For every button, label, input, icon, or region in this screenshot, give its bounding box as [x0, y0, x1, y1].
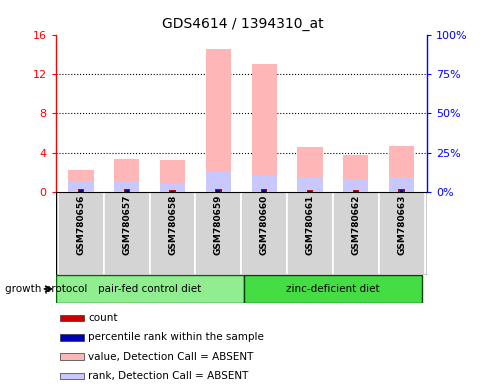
- Bar: [306, 190, 313, 192]
- Bar: [114, 182, 139, 192]
- Text: GSM780663: GSM780663: [396, 194, 405, 255]
- Bar: [169, 190, 175, 192]
- Bar: [287, 192, 332, 275]
- Bar: [56, 275, 243, 303]
- Bar: [150, 192, 195, 275]
- Text: GSM780656: GSM780656: [76, 194, 85, 255]
- Bar: [343, 180, 368, 192]
- Bar: [260, 189, 267, 192]
- Bar: [262, 190, 266, 192]
- Bar: [307, 190, 311, 192]
- Bar: [388, 146, 413, 192]
- Text: zinc-deficient diet: zinc-deficient diet: [286, 284, 379, 294]
- Bar: [123, 189, 130, 192]
- Text: GDS4614 / 1394310_at: GDS4614 / 1394310_at: [161, 17, 323, 31]
- Bar: [399, 190, 403, 192]
- Bar: [205, 172, 230, 192]
- Bar: [114, 159, 139, 192]
- Bar: [160, 159, 185, 192]
- Bar: [60, 373, 83, 379]
- Text: rank, Detection Call = ABSENT: rank, Detection Call = ABSENT: [88, 371, 248, 381]
- Bar: [124, 190, 128, 192]
- Bar: [398, 189, 404, 192]
- Bar: [160, 184, 185, 192]
- Text: GSM780661: GSM780661: [305, 194, 314, 255]
- Bar: [378, 192, 424, 275]
- Bar: [343, 155, 368, 192]
- Bar: [353, 190, 357, 192]
- Text: GSM780657: GSM780657: [122, 194, 131, 255]
- Bar: [68, 182, 93, 192]
- Text: percentile rank within the sample: percentile rank within the sample: [88, 333, 263, 343]
- Text: value, Detection Call = ABSENT: value, Detection Call = ABSENT: [88, 352, 253, 362]
- Bar: [170, 191, 174, 192]
- Bar: [195, 192, 241, 275]
- Bar: [297, 147, 322, 192]
- Text: GSM780658: GSM780658: [168, 194, 177, 255]
- Bar: [388, 177, 413, 192]
- Bar: [215, 189, 221, 192]
- Bar: [60, 354, 83, 360]
- Bar: [79, 190, 83, 192]
- Text: GSM780662: GSM780662: [350, 194, 360, 255]
- Bar: [243, 275, 422, 303]
- Bar: [60, 315, 83, 321]
- Text: growth protocol: growth protocol: [5, 284, 87, 294]
- Bar: [77, 189, 84, 192]
- Bar: [216, 190, 220, 192]
- Bar: [205, 49, 230, 192]
- Text: count: count: [88, 313, 117, 323]
- Text: GSM780659: GSM780659: [213, 194, 223, 255]
- Bar: [251, 176, 276, 192]
- Bar: [104, 192, 150, 275]
- Bar: [297, 178, 322, 192]
- Text: pair-fed control diet: pair-fed control diet: [98, 284, 201, 294]
- Bar: [58, 192, 104, 275]
- Bar: [60, 334, 83, 341]
- Bar: [332, 192, 378, 275]
- Bar: [352, 190, 358, 192]
- Text: GSM780660: GSM780660: [259, 194, 268, 255]
- Bar: [241, 192, 287, 275]
- Bar: [251, 64, 276, 192]
- Bar: [68, 170, 93, 192]
